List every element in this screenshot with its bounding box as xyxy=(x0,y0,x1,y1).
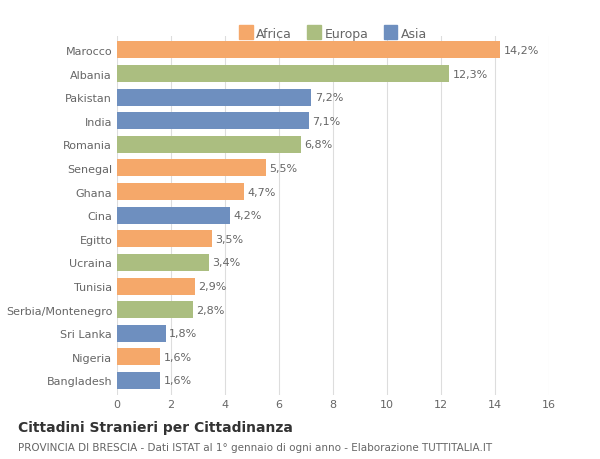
Legend: Africa, Europa, Asia: Africa, Europa, Asia xyxy=(234,23,432,46)
Bar xyxy=(117,278,196,295)
Bar xyxy=(117,42,500,59)
Bar xyxy=(117,160,265,177)
Bar xyxy=(117,90,311,106)
Text: 4,2%: 4,2% xyxy=(233,211,262,221)
Text: 5,5%: 5,5% xyxy=(269,163,297,174)
Text: 2,8%: 2,8% xyxy=(196,305,224,315)
Bar xyxy=(117,348,160,365)
Text: 7,2%: 7,2% xyxy=(314,93,343,103)
Bar xyxy=(117,207,230,224)
Text: 3,4%: 3,4% xyxy=(212,258,240,268)
Bar xyxy=(117,254,209,271)
Text: 12,3%: 12,3% xyxy=(452,69,488,79)
Text: PROVINCIA DI BRESCIA - Dati ISTAT al 1° gennaio di ogni anno - Elaborazione TUTT: PROVINCIA DI BRESCIA - Dati ISTAT al 1° … xyxy=(18,442,492,452)
Text: 4,7%: 4,7% xyxy=(247,187,275,197)
Text: 1,8%: 1,8% xyxy=(169,329,197,338)
Bar xyxy=(117,137,301,154)
Text: 3,5%: 3,5% xyxy=(215,234,243,244)
Bar xyxy=(117,325,166,342)
Text: 1,6%: 1,6% xyxy=(163,375,191,386)
Bar xyxy=(117,66,449,83)
Bar xyxy=(117,231,212,248)
Bar xyxy=(117,302,193,319)
Text: 14,2%: 14,2% xyxy=(503,46,539,56)
Text: 6,8%: 6,8% xyxy=(304,140,332,150)
Text: Cittadini Stranieri per Cittadinanza: Cittadini Stranieri per Cittadinanza xyxy=(18,420,293,434)
Bar xyxy=(117,184,244,201)
Bar xyxy=(117,372,160,389)
Text: 7,1%: 7,1% xyxy=(312,117,340,127)
Text: 2,9%: 2,9% xyxy=(199,281,227,291)
Text: 1,6%: 1,6% xyxy=(163,352,191,362)
Bar xyxy=(117,113,309,130)
